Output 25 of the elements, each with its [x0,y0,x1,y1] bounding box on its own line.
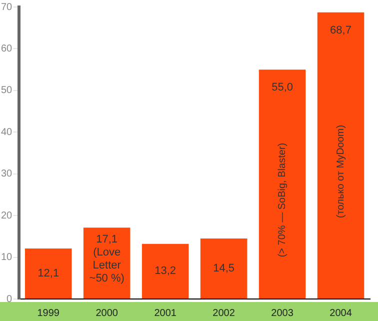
x-tick-label: 2003 [271,308,294,319]
data-label: 14,5 [213,262,235,275]
text: 55,0 (> 70% — SoBig, Blaster) [272,82,293,258]
y-tick-label: 70 [1,2,13,13]
data-label: 13,2 [154,265,176,278]
y-tick-label: 30 [1,168,13,180]
x-tick-label: 2004 [330,308,352,319]
y-tick-label: 40 [1,126,13,138]
x-tick-label: 2000 [96,308,118,319]
bar [317,12,364,298]
y-tick-label: 0 [6,294,13,305]
x-tick-label: 2001 [154,308,177,319]
data-label: 12,1 [38,268,60,280]
text: 68,7 (только от MyDoom) [330,24,352,218]
data-label: 17,1 (Love Letter ~50 %) [89,234,124,285]
y-tick-label: 50 [1,85,13,96]
y-tick-label: 20 [1,210,13,222]
y-tick-label: 60 [1,43,13,54]
bar [142,244,189,298]
y-tick-label: 10 [1,252,13,264]
x-tick-label: 1999 [37,308,60,319]
bar [200,238,248,298]
bar [258,70,306,298]
bar [24,248,72,298]
x-tick-label: 2002 [212,308,236,319]
